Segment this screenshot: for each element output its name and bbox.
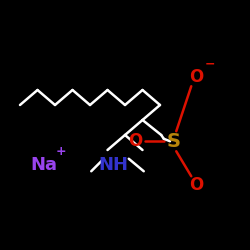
Text: NH: NH [99,156,129,174]
Text: O: O [189,176,203,194]
Text: +: + [56,145,66,158]
Text: O: O [189,68,203,86]
Text: O: O [128,132,142,150]
Text: −: − [205,57,215,70]
Text: Na: Na [30,156,57,174]
Text: S: S [167,132,181,151]
